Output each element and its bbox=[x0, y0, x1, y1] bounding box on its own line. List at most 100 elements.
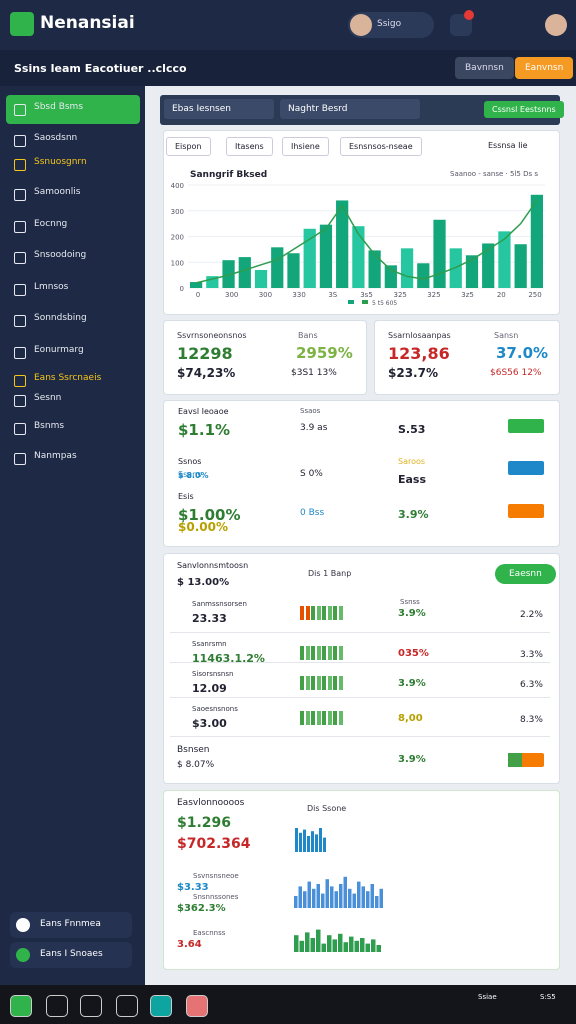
chart-legend: Saanoo - sanse · 5l5 Ds s bbox=[450, 170, 538, 178]
sidebar-item[interactable]: Sbsd Bsms bbox=[34, 102, 84, 112]
stat-sub: $3S1 13% bbox=[291, 368, 337, 378]
sidebar-icon bbox=[14, 284, 26, 296]
sidebar-footer-icon bbox=[16, 918, 30, 932]
progress-seg bbox=[300, 646, 304, 660]
sidebar-icon bbox=[14, 252, 26, 264]
stat-card bbox=[374, 320, 560, 395]
chart-card bbox=[163, 130, 560, 315]
logo bbox=[10, 12, 34, 36]
user-name[interactable]: Ssigo bbox=[377, 19, 402, 29]
sidebar-item[interactable]: Sonndsbing bbox=[34, 313, 87, 323]
row-value: 12.09 bbox=[192, 682, 227, 695]
tab[interactable]: Ihsiene bbox=[282, 137, 329, 156]
app-title: Nenansiai bbox=[40, 13, 135, 33]
progress-seg bbox=[327, 711, 332, 725]
taskbar bbox=[0, 985, 576, 1024]
row-value: 11463.1.2% bbox=[192, 652, 265, 665]
progress-seg bbox=[300, 676, 304, 690]
progress-seg bbox=[322, 646, 326, 660]
row-label: Sanmssnsorsen bbox=[192, 600, 247, 608]
sidebar-item[interactable]: Eonurmarg bbox=[34, 345, 84, 355]
progress-seg bbox=[305, 676, 310, 690]
progress-seg bbox=[311, 711, 315, 725]
filter-select[interactable]: Naghtr Besrd bbox=[280, 99, 420, 119]
panel-button[interactable]: Eaesnn bbox=[495, 564, 556, 584]
row-sub: Ssaos bbox=[300, 407, 321, 415]
row-sub: Saroos bbox=[398, 457, 426, 466]
stat-sub: $74,23% bbox=[177, 366, 236, 380]
sidebar-footer[interactable]: Eans Fnnmea bbox=[40, 919, 101, 929]
sidebar-icon bbox=[14, 189, 26, 201]
filter-button[interactable]: Cssnsl Eestsnns bbox=[484, 101, 564, 118]
sidebar-item[interactable]: Nanmpas bbox=[34, 451, 77, 461]
sidebar bbox=[0, 86, 145, 985]
sidebar-footer[interactable]: Eans I Snoaes bbox=[40, 949, 103, 959]
sidebar-icon bbox=[14, 159, 26, 171]
row-label: Eavsl Ieoaoe bbox=[178, 407, 229, 416]
row-metric: 2.2% bbox=[520, 610, 543, 620]
sidebar-item[interactable]: Ssnuosgnrn bbox=[34, 157, 87, 167]
taskbar-icon bbox=[150, 995, 172, 1017]
row-metric: Eass bbox=[398, 473, 427, 486]
metric-value: 3.64 bbox=[177, 939, 202, 950]
tab[interactable]: Esnsnsos-nseae bbox=[340, 137, 422, 156]
sidebar-item[interactable]: Lmnsos bbox=[34, 282, 69, 292]
toolbar-button[interactable]: Eanvnsn bbox=[515, 57, 574, 79]
taskbar-icon bbox=[10, 995, 32, 1017]
sidebar-icon bbox=[14, 395, 26, 407]
progress-seg bbox=[322, 711, 326, 725]
sidebar-footer-icon bbox=[16, 948, 30, 962]
filter-select[interactable]: Ebas Iesnsen bbox=[164, 99, 274, 119]
row-label: Bsnsen bbox=[177, 745, 210, 755]
metric-value: $702.364 bbox=[177, 836, 251, 852]
stat-label: Bans bbox=[298, 331, 318, 340]
row-metric: 3.9% bbox=[398, 754, 426, 765]
progress-seg bbox=[327, 646, 332, 660]
tab[interactable]: Essnsa Iie bbox=[488, 141, 528, 150]
progress-seg bbox=[338, 606, 343, 620]
row-label: Sisorsnsnsn bbox=[192, 670, 234, 678]
taskbar-date: Ssiae bbox=[478, 993, 497, 1001]
stat-card bbox=[163, 320, 367, 395]
progress-seg bbox=[305, 711, 310, 725]
tab[interactable]: Eispon bbox=[166, 137, 211, 156]
stat-sub: $6S56 12% bbox=[490, 368, 542, 378]
sidebar-item[interactable]: Eans Ssrcnaeis bbox=[34, 373, 102, 383]
sidebar-footer-bg bbox=[10, 912, 132, 938]
progress-seg bbox=[316, 676, 321, 690]
row-metric: 6.3% bbox=[520, 680, 543, 690]
taskbar-icon bbox=[116, 995, 138, 1017]
row-value: $3.00 bbox=[192, 717, 227, 730]
taskbar-icon bbox=[80, 995, 102, 1017]
sidebar-item[interactable]: Samoonlis bbox=[34, 187, 81, 197]
sidebar-item[interactable]: Snsoodoing bbox=[34, 250, 87, 260]
sidebar-icon bbox=[14, 315, 26, 327]
row-label: Saoesnsnons bbox=[192, 705, 238, 713]
row-value: $ 8.0% bbox=[178, 471, 209, 480]
row-value: $ 8.07% bbox=[177, 760, 215, 770]
toolbar-button[interactable]: Bavnnsn bbox=[455, 57, 514, 79]
row-button bbox=[508, 753, 522, 767]
progress-seg bbox=[311, 646, 315, 660]
row-divider bbox=[170, 697, 550, 698]
metric-label: Eascnnss bbox=[193, 929, 226, 937]
row-metric: S.53 bbox=[398, 423, 426, 436]
progress-seg bbox=[322, 606, 326, 620]
panel bbox=[163, 553, 560, 784]
progress-seg bbox=[333, 606, 337, 620]
row-button bbox=[508, 504, 544, 518]
sidebar-item[interactable]: Bsnms bbox=[34, 421, 65, 431]
tab[interactable]: Itasens bbox=[226, 137, 273, 156]
row-sub: Ssans bbox=[178, 470, 202, 479]
panel-link: Dis 1 Banp bbox=[308, 569, 352, 578]
progress-seg bbox=[327, 676, 332, 690]
row-metric: 0 Bss bbox=[300, 508, 325, 518]
sidebar-item[interactable]: Eocnng bbox=[34, 219, 68, 229]
row-label: Esis bbox=[178, 492, 194, 501]
progress-seg bbox=[305, 606, 310, 620]
panel-sub: $ 13.00% bbox=[177, 577, 230, 588]
sidebar-item[interactable]: Saosdsnn bbox=[34, 133, 78, 143]
avatar bbox=[350, 14, 372, 36]
sidebar-item[interactable]: Sesnn bbox=[34, 393, 62, 403]
